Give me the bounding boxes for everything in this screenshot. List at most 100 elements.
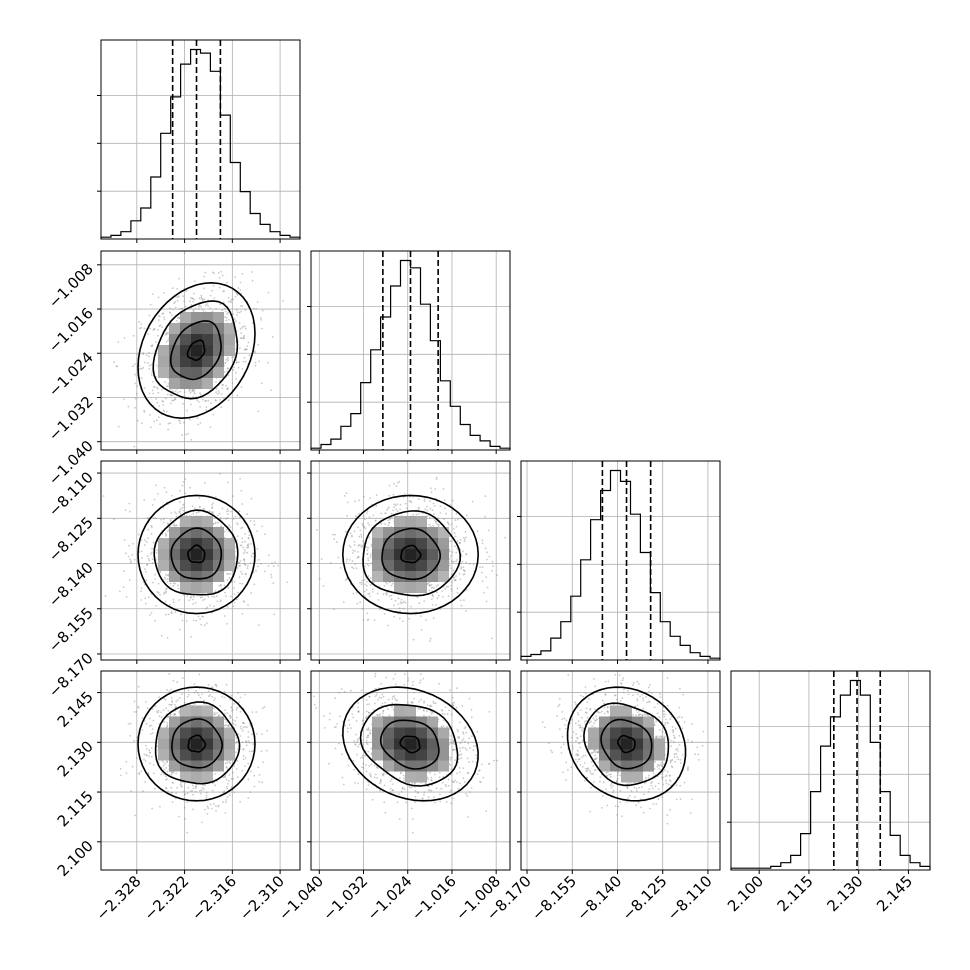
panel-frame-0-0 <box>100 39 301 240</box>
scatter-point <box>191 790 194 792</box>
scatter-point <box>388 521 391 524</box>
scatter-point <box>174 390 177 392</box>
scatter-point <box>183 252 186 255</box>
scatter-point <box>239 289 242 291</box>
density-cell <box>158 727 169 739</box>
scatter-point <box>203 699 205 702</box>
scatter-point <box>142 353 145 355</box>
scatter-point <box>198 506 201 508</box>
scatter-point <box>227 587 230 589</box>
density-cell <box>438 571 449 582</box>
scatter-point <box>220 587 223 590</box>
scatter-point <box>430 491 433 494</box>
scatter-point <box>399 601 402 603</box>
scatter-point <box>165 491 168 494</box>
scatter-point <box>442 488 445 490</box>
scatter-point <box>226 787 229 790</box>
scatter-point <box>205 399 207 402</box>
scatter-point <box>458 542 461 544</box>
scatter-point <box>426 505 428 508</box>
scatter-point <box>453 528 455 530</box>
scatter-point <box>372 514 375 517</box>
scatter-point <box>353 740 355 742</box>
scatter-point <box>403 683 406 686</box>
scatter-point <box>230 706 233 708</box>
density-cell <box>158 738 169 750</box>
scatter-point <box>199 505 201 508</box>
scatter-point <box>239 477 242 480</box>
scatter-point <box>149 762 151 765</box>
scatter-point <box>167 578 169 580</box>
scatter-point <box>465 536 467 539</box>
scatter-point <box>166 770 169 773</box>
scatter-point <box>244 551 247 553</box>
scatter-point <box>465 553 468 556</box>
scatter-point <box>177 296 179 298</box>
scatter-point <box>361 756 364 759</box>
scatter-point <box>215 391 218 394</box>
scatter-point <box>244 563 247 566</box>
scatter-point <box>222 801 224 803</box>
scatter-point <box>425 619 427 621</box>
density-cell <box>427 571 438 582</box>
scatter-point <box>455 525 458 528</box>
scatter-point <box>241 537 244 540</box>
scatter-point <box>363 579 366 581</box>
scatter-point <box>242 722 245 725</box>
scatter-point <box>342 601 345 603</box>
scatter-point <box>221 309 224 312</box>
scatter-point <box>160 518 163 521</box>
scatter-point <box>116 365 118 367</box>
scatter-point <box>227 573 230 575</box>
scatter-point <box>351 560 354 562</box>
scatter-point <box>257 343 260 346</box>
scatter-point <box>232 313 234 316</box>
scatter-point <box>207 807 210 810</box>
scatter-point <box>163 486 166 489</box>
scatter-point <box>456 781 458 783</box>
scatter-point <box>252 307 255 310</box>
scatter-point <box>170 703 173 706</box>
panel-frame-2-2 <box>520 460 721 661</box>
scatter-point <box>357 555 360 558</box>
scatter-point <box>460 567 462 570</box>
contour-level-0-1-0 <box>137 281 256 420</box>
scatter-point <box>241 613 244 615</box>
scatter-point <box>178 696 181 699</box>
scatter-point <box>225 766 228 768</box>
scatter-point <box>157 329 159 331</box>
scatter-point <box>155 710 158 713</box>
scatter-point <box>157 391 160 394</box>
scatter-point <box>235 716 238 719</box>
scatter-point <box>368 516 371 519</box>
scatter-point <box>391 582 394 585</box>
scatter-point <box>207 399 210 402</box>
scatter-point <box>133 445 136 448</box>
scatter-point <box>232 778 235 780</box>
density-cell <box>191 582 202 593</box>
scatter-point <box>241 326 244 329</box>
scatter-point <box>363 590 366 593</box>
scatter-point <box>132 334 135 337</box>
scatter-point <box>170 786 172 789</box>
scatter-point <box>429 640 431 642</box>
scatter-point <box>146 563 149 566</box>
scatter-point <box>395 485 398 488</box>
scatter-point <box>180 308 183 310</box>
scatter-point <box>251 271 254 273</box>
scatter-point <box>148 725 151 727</box>
scatter-point <box>429 517 431 519</box>
scatter-point <box>366 619 369 621</box>
scatter-point <box>227 358 230 360</box>
scatter-point <box>267 291 270 294</box>
scatter-point <box>334 533 336 536</box>
scatter-point <box>231 721 234 724</box>
scatter-point <box>476 730 479 733</box>
scatter-point <box>361 579 364 582</box>
scatter-point <box>205 406 208 408</box>
scatter-point <box>339 715 341 718</box>
scatter-point <box>133 363 136 366</box>
scatter-point <box>358 512 360 515</box>
scatter-point <box>384 512 387 515</box>
scatter-point <box>239 735 242 737</box>
